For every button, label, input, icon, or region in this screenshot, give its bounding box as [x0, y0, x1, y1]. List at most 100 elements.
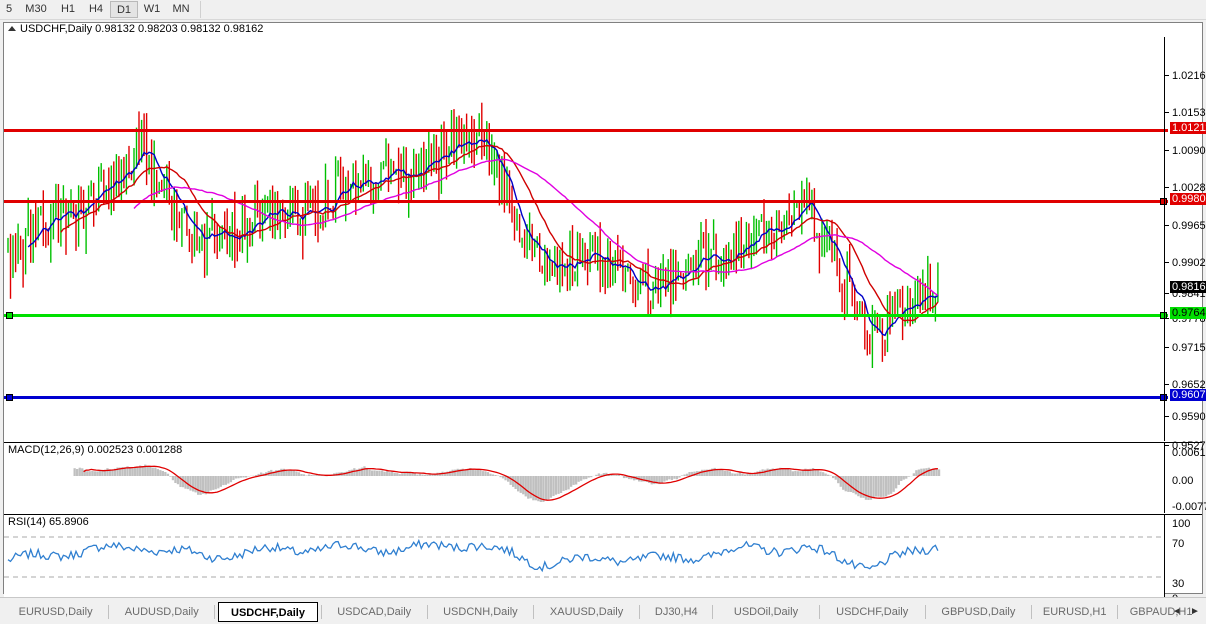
- macd-scale-label: 0.006166: [1172, 447, 1206, 459]
- macd-axis-separator: [1164, 443, 1165, 513]
- chart-tab-eurusd-h1[interactable]: EURUSD,H1: [1042, 606, 1107, 618]
- current-price-tag: 0.98162: [1170, 281, 1206, 293]
- level-tag-resistance: 0.99802: [1170, 193, 1206, 205]
- rsi-line: [7, 538, 939, 573]
- price-tick: [1165, 445, 1169, 446]
- timeframe-d1[interactable]: D1: [110, 1, 138, 18]
- tab-separator: [214, 605, 216, 619]
- price-axis-label: 1.01530: [1172, 107, 1206, 119]
- chart-title: USDCHF,Daily 0.98132 0.98203 0.98132 0.9…: [20, 23, 264, 36]
- price-tick: [1165, 225, 1169, 226]
- chart-window: USDCHF,Daily 0.98132 0.98203 0.98132 0.9…: [3, 22, 1206, 615]
- collapse-triangle-icon[interactable]: [8, 26, 16, 32]
- price-chart-svg: [7, 102, 939, 368]
- line-handle[interactable]: [6, 312, 13, 319]
- timeframe-w1[interactable]: W1: [143, 3, 161, 15]
- chart-tab-bar: ◄ ► EURUSD,Daily AUDUSD,Daily USDCHF,Daily…: [0, 597, 1206, 624]
- macd-histogram: [73, 464, 941, 502]
- level-tag-support: 0.97648: [1170, 307, 1206, 319]
- rsi-scale-label: 100: [1172, 518, 1191, 530]
- rsi-pane[interactable]: [4, 515, 1164, 600]
- timeframe-m30[interactable]: M30: [25, 3, 47, 15]
- tab-separator: [426, 605, 428, 619]
- rsi-scale-label: 70: [1172, 538, 1185, 550]
- resistance-line-1[interactable]: [4, 129, 1168, 132]
- price-tick: [1165, 112, 1169, 113]
- price-axis-label: 0.99655: [1172, 220, 1206, 232]
- price-tick: [1165, 75, 1169, 76]
- macd-signal-line: [83, 465, 938, 501]
- rsi-scale-label: 30: [1172, 578, 1185, 590]
- level-tag-support: 0.96073: [1170, 389, 1206, 401]
- chart-tab-audusd-daily[interactable]: AUDUSD,Daily: [124, 606, 199, 618]
- tab-separator: [924, 605, 926, 619]
- line-handle[interactable]: [1160, 312, 1167, 319]
- rsi-title: RSI(14) 65.8906: [8, 516, 89, 528]
- timeframe-mn[interactable]: MN: [172, 3, 190, 15]
- rsi-svg: [4, 536, 1164, 578]
- macd-pane-top-border: [4, 442, 1202, 443]
- macd-svg: [73, 464, 941, 502]
- chart-tab-usdcnh-daily[interactable]: USDCNH,Daily: [443, 606, 518, 618]
- rsi-axis-separator: [1164, 515, 1165, 600]
- price-tick: [1165, 347, 1169, 348]
- timeframe-h1[interactable]: H1: [60, 3, 76, 15]
- tab-separator: [639, 605, 641, 619]
- price-tick: [1165, 384, 1169, 385]
- price-tick: [1165, 187, 1169, 188]
- macd-pane[interactable]: [4, 443, 1164, 513]
- tab-separator: [712, 605, 714, 619]
- support-line-blue[interactable]: [4, 394, 1168, 401]
- toolbar-separator: [200, 1, 201, 18]
- price-axis-separator: [1164, 37, 1165, 441]
- price-tick: [1165, 318, 1169, 319]
- chart-tab-gbpusd-daily[interactable]: GBPUSD,Daily: [941, 606, 1016, 618]
- chart-tab-usdoil-daily[interactable]: USDOil,Daily: [733, 606, 799, 618]
- price-axis-label: 0.95275: [1172, 440, 1206, 452]
- tab-separator: [1117, 605, 1119, 619]
- tab-separator: [818, 605, 820, 619]
- macd-title: MACD(12,26,9) 0.002523 0.001288: [8, 444, 183, 456]
- chart-tab-dj30-h4[interactable]: DJ30,H4: [654, 606, 698, 618]
- line-handle[interactable]: [1160, 198, 1167, 205]
- resistance-line-2[interactable]: [4, 198, 1168, 205]
- moving-average-lines: [27, 138, 939, 337]
- tab-scroll-left-icon[interactable]: ◄: [1172, 606, 1182, 617]
- chart-tab-xauusd-daily[interactable]: XAUUSD,Daily: [549, 606, 624, 618]
- timeframe-5[interactable]: 5: [5, 3, 13, 15]
- chart-tab-eurusd-daily[interactable]: EURUSD,Daily: [18, 606, 93, 618]
- price-axis-label: 0.99025: [1172, 257, 1206, 269]
- tab-separator: [1031, 605, 1032, 619]
- chart-tab-usdchf-daily[interactable]: USDCHF,Daily: [836, 606, 909, 618]
- macd-scale-label: -0.00774: [1172, 501, 1206, 513]
- line-handle[interactable]: [6, 394, 13, 401]
- chart-tab-usdchf-daily[interactable]: USDCHF,Daily: [218, 602, 318, 622]
- chart-tab-usdcad-daily[interactable]: USDCAD,Daily: [337, 606, 412, 618]
- line-handle[interactable]: [1160, 394, 1167, 401]
- price-axis-label: 0.95905: [1172, 411, 1206, 423]
- rsi-pane-top-border: [4, 514, 1202, 515]
- candlestick-series: [7, 102, 939, 368]
- price-tick: [1165, 262, 1169, 263]
- price-axis-label: 1.02160: [1172, 70, 1206, 82]
- price-pane[interactable]: [4, 37, 1164, 441]
- timeframe-toolbar: 5 M30 H1 H4 D1 W1 MN: [0, 0, 1206, 20]
- tab-separator: [533, 605, 534, 619]
- price-tick: [1165, 293, 1169, 294]
- tab-separator: [108, 605, 110, 619]
- price-axis-label: 1.00285: [1172, 182, 1206, 194]
- level-tag-resistance: 1.01211: [1170, 122, 1206, 134]
- price-axis-label: 1.00900: [1172, 145, 1206, 157]
- price-tick: [1165, 150, 1169, 151]
- tab-scroll-right-icon[interactable]: ►: [1190, 606, 1200, 617]
- chart-title-bar: USDCHF,Daily 0.98132 0.98203 0.98132 0.9…: [4, 23, 1202, 37]
- timeframe-h4[interactable]: H4: [88, 3, 104, 15]
- tab-separator: [320, 605, 322, 619]
- chart-tab-gbpaud-h1[interactable]: GBPAUD,H1: [1129, 606, 1193, 618]
- price-tick: [1165, 416, 1169, 417]
- support-line-green[interactable]: [4, 312, 1168, 319]
- macd-scale-label: 0.00: [1172, 475, 1194, 487]
